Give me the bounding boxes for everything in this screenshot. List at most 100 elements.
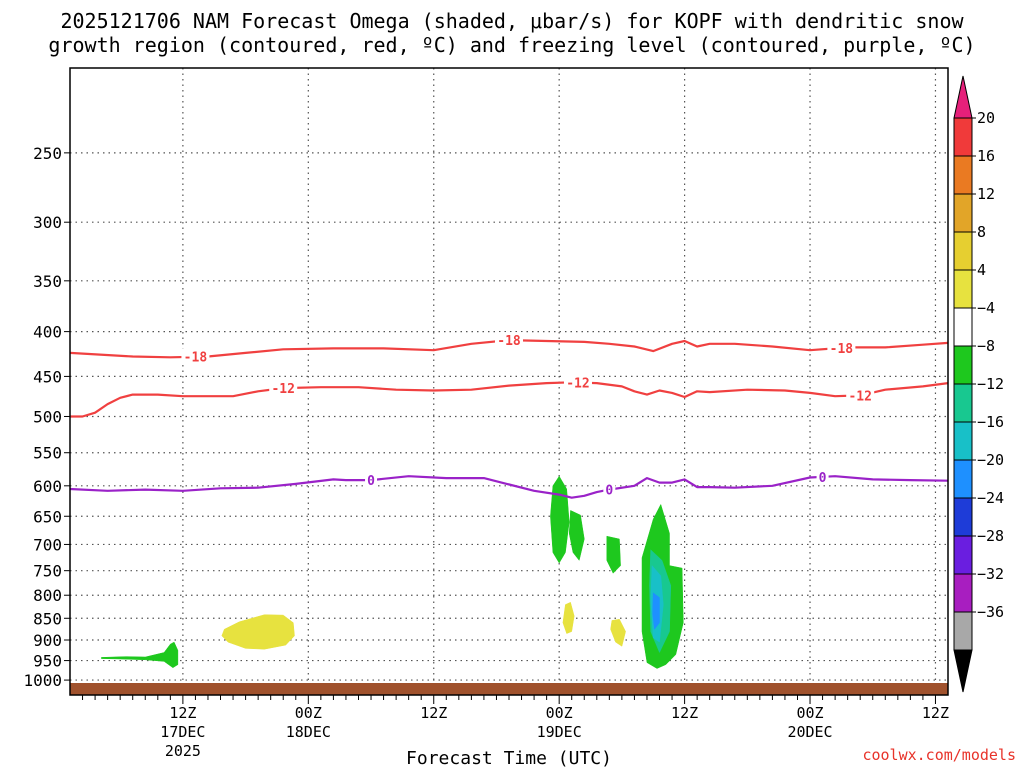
y-tick-label: 700 <box>33 535 62 554</box>
contour-line <box>69 339 949 359</box>
colorbar-swatch <box>953 155 973 195</box>
contour-label-bg <box>846 387 875 403</box>
contour-label: -12 <box>566 376 589 391</box>
y-tick-label: 550 <box>33 444 62 463</box>
contour-label: -18 <box>497 334 521 349</box>
x-tick-label-time: 12Z <box>922 704 949 722</box>
x-tick-label-date: 17DEC <box>160 723 205 741</box>
y-tick-label: 350 <box>33 272 62 291</box>
contour-line <box>70 381 949 418</box>
contour-label-bg <box>269 380 298 396</box>
y-tick-label: 450 <box>33 367 62 386</box>
x-tick-label-date: 19DEC <box>537 723 582 741</box>
colorbar-swatch <box>953 269 973 309</box>
x-tick-label-time: 12Z <box>420 704 447 722</box>
contour-label: 0 <box>819 471 827 486</box>
contour-label-bg <box>365 472 378 488</box>
colorbar-label: −16 <box>977 413 1004 431</box>
contour-label: -12 <box>271 382 294 397</box>
omega-region <box>221 614 295 650</box>
x-tick-label-time: 00Z <box>295 704 322 722</box>
contour-label-bg <box>563 374 592 390</box>
colorbar-swatch <box>953 345 973 385</box>
x-tick-label-time: 00Z <box>796 704 823 722</box>
y-tick-label: 800 <box>33 586 62 605</box>
contour-label: 0 <box>605 484 613 499</box>
colorbar-label: 16 <box>977 147 995 165</box>
y-tick-label: 250 <box>33 144 62 163</box>
contour-label: -12 <box>848 389 871 404</box>
y-tick-label: 750 <box>33 562 62 581</box>
colorbar-swatch <box>953 421 973 461</box>
y-tick-label: 500 <box>33 407 62 426</box>
x-tick-label-time: 12Z <box>671 704 698 722</box>
colorbar-label: −32 <box>977 565 1004 583</box>
colorbar-label: 8 <box>977 223 986 241</box>
colorbar-swatch <box>953 383 973 423</box>
omega-region <box>610 618 626 647</box>
colorbar-label: −28 <box>977 527 1004 545</box>
colorbar-label: −4 <box>977 299 995 317</box>
colorbar-bottom-triangle <box>953 649 973 693</box>
colorbar-swatch <box>953 193 973 233</box>
x-tick-label-time: 00Z <box>546 704 573 722</box>
colorbar-swatch <box>953 535 973 575</box>
colorbar-label: −12 <box>977 375 1004 393</box>
y-axis-ticks: 250 300 350 400 450 500 550 600 650 700 750 800 850 9… <box>23 144 70 690</box>
colorbar-swatch <box>953 231 973 271</box>
credit-text: coolwx.com/models <box>862 746 1016 764</box>
omega-region <box>550 475 570 564</box>
contour-label-bg <box>181 348 210 364</box>
gridlines <box>70 68 948 695</box>
omega-shading <box>101 475 684 669</box>
colorbar-label: 12 <box>977 185 995 203</box>
colorbar-top-triangle <box>953 75 973 119</box>
omega-region <box>562 602 575 634</box>
colorbar-swatch <box>953 497 973 537</box>
x-tick-label-year: 2025 <box>165 742 201 760</box>
contour-lines: -18 -18 -18 -12 -12 -12 0 0 0 <box>69 332 949 499</box>
colorbar-label: 4 <box>977 261 986 279</box>
omega-region <box>652 592 660 630</box>
colorbar-label: −36 <box>977 603 1004 621</box>
colorbar-swatch <box>953 573 973 613</box>
colorbar: 20 16 12 8 4 −4 −8 −12 −16 −20 −24 −28 −32 −36 <box>953 75 1004 693</box>
colorbar-swatch <box>953 459 973 499</box>
y-tick-label: 950 <box>33 652 62 671</box>
chart-title-line-2: growth region (contoured, red, ºC) and f… <box>48 33 975 57</box>
contour-label-bg <box>816 468 829 484</box>
y-tick-label: 400 <box>33 323 62 342</box>
omega-region <box>606 535 621 574</box>
contour-label-bg <box>603 481 616 497</box>
contour-label-bg <box>827 339 856 355</box>
y-tick-label: 1000 <box>23 671 62 690</box>
x-tick-label-date: 20DEC <box>787 723 832 741</box>
plot-frame <box>69 67 949 696</box>
contour-label: -18 <box>184 351 208 366</box>
omega-region <box>568 510 585 561</box>
y-tick-label: 850 <box>33 609 62 628</box>
colorbar-swatch <box>953 307 973 347</box>
colorbar-swatch <box>953 611 973 651</box>
colorbar-label: −24 <box>977 489 1004 507</box>
contour-label-bg <box>495 332 523 348</box>
colorbar-label: −8 <box>977 337 995 355</box>
omega-region <box>101 641 179 668</box>
y-tick-label: 650 <box>33 507 62 526</box>
colorbar-swatch <box>953 117 973 157</box>
contour-line <box>69 475 949 499</box>
colorbar-label: 20 <box>977 109 995 127</box>
y-tick-label: 600 <box>33 477 62 496</box>
contour-label: 0 <box>367 474 375 489</box>
x-axis-title: Forecast Time (UTC) <box>406 748 612 768</box>
x-tick-label-time: 12Z <box>169 704 196 722</box>
y-tick-label: 900 <box>33 631 62 650</box>
colorbar-label: −20 <box>977 451 1004 469</box>
contour-label: -18 <box>830 342 854 357</box>
y-tick-label: 300 <box>33 213 62 232</box>
x-tick-label-date: 18DEC <box>286 723 331 741</box>
chart-title-line-1: 2025121706 NAM Forecast Omega (shaded, μ… <box>60 9 964 33</box>
ground-strip <box>70 683 948 695</box>
